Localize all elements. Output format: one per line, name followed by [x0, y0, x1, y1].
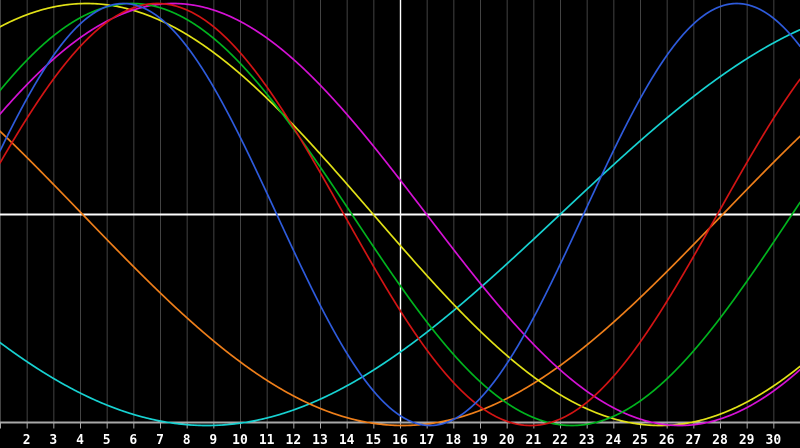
x-tick-labels: 2 3 4 5 6 7 8 9 10 11 12 13 14 15 16 17 18 19 20 21 22 23 24 25…: [23, 433, 782, 448]
x-gridlines: [0, 0, 775, 423]
curve-cyan-wave: [0, 28, 800, 427]
curve-magenta-wave: [0, 2, 800, 427]
curves: [0, 2, 800, 427]
x-tick-label: 13: [312, 433, 328, 448]
x-tick-label: 20: [499, 433, 515, 448]
x-tick-label: 11: [259, 433, 275, 448]
curve-orange-wave: [0, 130, 800, 427]
x-tick-label: 4: [76, 433, 84, 448]
x-tick-label: 22: [552, 433, 568, 448]
x-tick-label: 16: [392, 433, 408, 448]
curve-blue-wave: [0, 2, 800, 427]
x-tick-label: 8: [183, 433, 191, 448]
x-tick-label: 24: [606, 433, 622, 448]
x-tick-label: 29: [739, 433, 755, 448]
x-tick-label: 9: [209, 433, 217, 448]
x-tick-label: 26: [659, 433, 675, 448]
x-tick-label: 6: [129, 433, 137, 448]
x-tick-label: 28: [712, 433, 728, 448]
x-tick-label: 7: [156, 433, 164, 448]
x-tick-label: 3: [49, 433, 57, 448]
x-tick-label: 2: [23, 433, 31, 448]
x-tick-label: 23: [579, 433, 595, 448]
curve-green-wave: [0, 2, 800, 427]
x-tick-label: 14: [339, 433, 355, 448]
x-tick-label: 10: [232, 433, 248, 448]
curve-red-wave: [0, 2, 800, 427]
x-tick-label: 15: [366, 433, 382, 448]
x-tick-label: 18: [446, 433, 462, 448]
x-tick-label: 25: [632, 433, 648, 448]
x-tick-label: 27: [686, 433, 702, 448]
x-tick-label: 5: [103, 433, 111, 448]
x-tick-label: 21: [526, 433, 542, 448]
x-tick-label: 12: [286, 433, 302, 448]
x-tick-marks: [0, 423, 775, 429]
x-tick-label: 17: [419, 433, 435, 448]
x-tick-label: 19: [472, 433, 488, 448]
x-tick-label: 30: [766, 433, 782, 448]
